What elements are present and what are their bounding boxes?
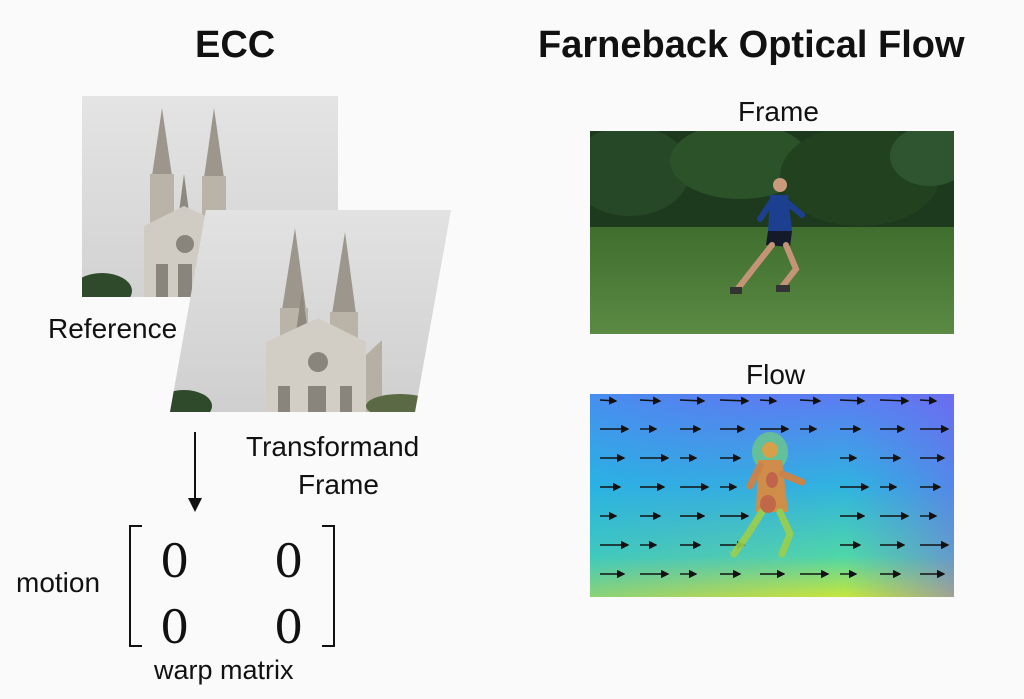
motion-label: motion <box>16 567 101 598</box>
runner-flow-silhouette <box>730 432 806 558</box>
transformand-image <box>170 210 451 412</box>
matrix-cell-11: 0 <box>274 600 304 654</box>
flow-vector <box>759 396 778 405</box>
matrix-cell-00: 0 <box>160 534 190 588</box>
flow-vector <box>719 396 750 405</box>
runner-icon <box>730 178 805 294</box>
warp-matrix-brackets <box>129 525 335 647</box>
flow-vector <box>799 396 822 405</box>
flow-vector <box>639 396 662 405</box>
down-arrow-icon <box>188 432 202 512</box>
matrix-cell-01: 0 <box>274 534 304 588</box>
flow-vector <box>919 396 938 405</box>
flow-vector <box>679 396 706 405</box>
flow-vector <box>879 396 910 405</box>
flow-vector <box>839 396 866 405</box>
flow-image <box>590 394 954 597</box>
flow-vectors <box>599 396 950 579</box>
matrix-cell-10: 0 <box>160 600 190 654</box>
flow-label: Flow <box>746 359 806 390</box>
transformand-label-line2: Frame <box>298 469 379 500</box>
farneback-title: Farneback Optical Flow <box>538 24 965 66</box>
transformand-label-line1: Transformand <box>246 431 420 462</box>
frame-label: Frame <box>738 96 819 127</box>
reference-label: Reference <box>48 313 178 344</box>
warp-matrix-label: warp matrix <box>154 655 294 685</box>
frame-image <box>590 131 954 334</box>
ecc-title: ECC <box>195 24 276 66</box>
flow-vector <box>599 396 618 405</box>
